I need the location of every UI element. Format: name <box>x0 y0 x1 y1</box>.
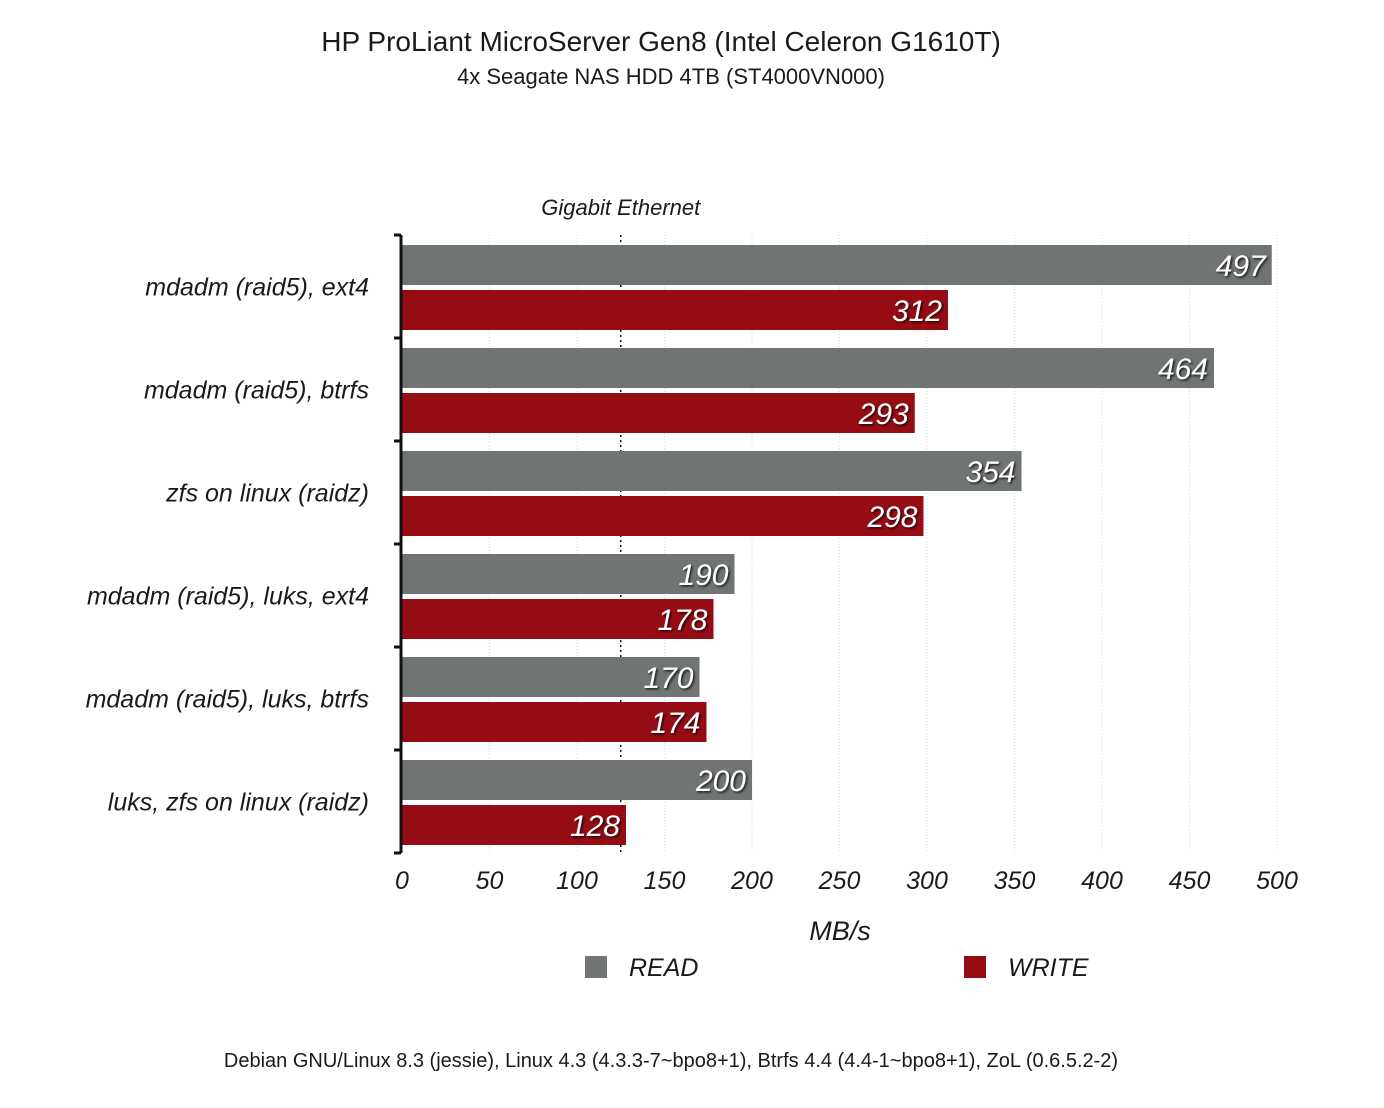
bar-write <box>402 702 707 742</box>
category-label: zfs on linux (raidz) <box>165 480 369 508</box>
x-tick-label: 100 <box>556 867 598 895</box>
reference-line-group: Gigabit Ethernet <box>541 195 701 853</box>
x-tick-label: 200 <box>730 867 773 895</box>
bar-write <box>402 805 626 845</box>
data-label-read: 497 <box>1216 250 1267 283</box>
data-label-write: 128 <box>570 810 620 843</box>
x-tick-label: 450 <box>1169 867 1211 895</box>
bar-chart: Gigabit Ethernet 497 312 464 293 354 298 190 17… <box>86 195 1298 982</box>
axes: 0 50 100 150 200 250 300 350 400 450 500 mdadm (rai… <box>86 233 1298 946</box>
bar-write <box>402 393 915 433</box>
data-label-write: 293 <box>858 398 909 431</box>
data-label-read: 354 <box>965 456 1015 489</box>
data-label-write: 174 <box>650 707 700 740</box>
legend-swatch-read <box>585 956 607 978</box>
chart-title: HP ProLiant MicroServer Gen8 (Intel Cele… <box>321 26 1001 57</box>
reference-line-label: Gigabit Ethernet <box>541 195 701 220</box>
x-tick-label: 400 <box>1081 867 1123 895</box>
x-axis-title: MB/s <box>809 916 871 946</box>
category-label: luks, zfs on linux (raidz) <box>108 789 369 817</box>
legend-label-write: WRITE <box>1008 954 1089 982</box>
data-label-write: 178 <box>657 604 707 637</box>
legend-swatch-write <box>964 956 986 978</box>
chart-footnote: Debian GNU/Linux 8.3 (jessie), Linux 4.3… <box>223 1050 1119 1072</box>
data-label-read: 200 <box>695 765 746 798</box>
bar-write <box>402 290 948 330</box>
category-label: mdadm (raid5), btrfs <box>144 377 369 405</box>
x-tick-label: 150 <box>644 867 686 895</box>
gridlines <box>489 235 1278 853</box>
data-label-write: 298 <box>866 501 917 534</box>
data-label-read: 190 <box>678 559 728 592</box>
bars: 497 312 464 293 354 298 190 178 170 174 200 128 <box>402 245 1272 845</box>
bar-read <box>402 760 752 800</box>
bar-write <box>402 496 924 536</box>
category-label: mdadm (raid5), luks, ext4 <box>87 583 369 611</box>
x-tick-label: 0 <box>395 867 409 895</box>
data-label-read: 464 <box>1158 353 1208 386</box>
data-label-read: 170 <box>643 662 693 695</box>
bar-read <box>402 245 1272 285</box>
bar-write <box>402 599 714 639</box>
x-tick-label: 250 <box>818 867 861 895</box>
bar-read <box>402 657 700 697</box>
bar-read <box>402 348 1214 388</box>
chart-subtitle: 4x Seagate NAS HDD 4TB (ST4000VN000) <box>457 64 885 89</box>
data-label-write: 312 <box>892 295 942 328</box>
x-tick-label: 300 <box>906 867 948 895</box>
bar-read <box>402 451 1022 491</box>
x-tick-label: 50 <box>476 867 504 895</box>
x-tick-label: 500 <box>1256 867 1298 895</box>
legend-label-read: READ <box>629 954 698 982</box>
category-label: mdadm (raid5), luks, btrfs <box>86 686 369 714</box>
bar-read <box>402 554 735 594</box>
legend: READ WRITE <box>585 954 1089 982</box>
x-tick-label: 350 <box>994 867 1036 895</box>
category-label: mdadm (raid5), ext4 <box>145 274 369 302</box>
